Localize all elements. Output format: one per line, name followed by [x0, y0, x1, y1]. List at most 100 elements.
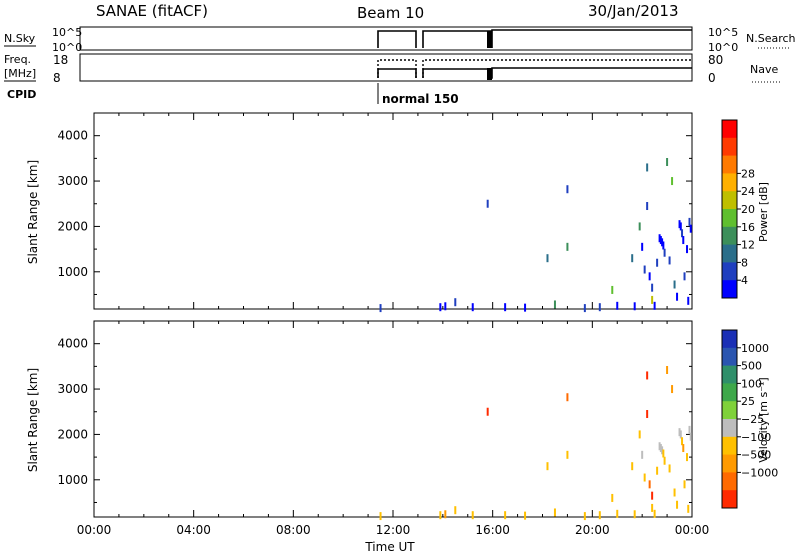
data-point	[646, 371, 649, 380]
data-point	[643, 265, 646, 274]
cpid-mode: normal 150	[382, 92, 459, 106]
colorbar-tick-label: 16	[741, 221, 755, 234]
data-point	[633, 510, 636, 519]
data-point	[583, 304, 586, 313]
colorbar-segment	[722, 472, 737, 491]
data-point	[653, 509, 656, 518]
data-point	[504, 303, 507, 312]
colorbar-segment	[722, 226, 737, 246]
colorbar-segment	[722, 209, 737, 228]
data-point	[638, 222, 641, 231]
freq-trace	[377, 67, 692, 79]
colorbar-segment	[722, 173, 737, 192]
data-point	[643, 473, 646, 482]
colorbar-segment	[722, 244, 737, 263]
velocity-colorbar-label: Velocity [m s⁻¹]	[757, 377, 770, 462]
y-tick-label: 3000	[57, 174, 88, 188]
nave-label: Nave	[750, 63, 778, 76]
data-point	[668, 256, 671, 265]
colorbar-tick-label: 25	[741, 395, 755, 408]
data-point	[681, 229, 684, 238]
colorbar-segment	[722, 383, 737, 402]
data-point	[598, 511, 601, 520]
data-point	[504, 511, 507, 520]
data-point	[679, 430, 682, 439]
data-point	[662, 449, 665, 458]
x-tick-label: 00:00	[77, 523, 112, 537]
data-point	[686, 453, 689, 462]
data-point	[444, 510, 447, 519]
nsky-panel: N.Sky 10^5 10^0 10^5 10^0 N.Search	[4, 26, 796, 54]
data-point	[683, 480, 686, 489]
data-point	[616, 509, 619, 518]
x-tick-label: 20:00	[575, 523, 610, 537]
data-point	[686, 245, 689, 254]
colorbar-segment	[722, 330, 737, 349]
power-panel: 1000 2000 3000 4000 Slant Range [km] 4 8 12 16…	[26, 112, 770, 313]
data-point	[648, 480, 651, 489]
data-point	[661, 238, 664, 247]
freq-label-2: [MHz]	[4, 67, 36, 80]
nave-tick-top: 80	[708, 53, 723, 67]
velocity-plot-frame	[93, 320, 693, 518]
data-point	[631, 254, 634, 263]
data-point	[666, 366, 669, 374]
data-point	[659, 236, 662, 245]
data-point	[689, 224, 692, 233]
data-point	[688, 425, 691, 434]
data-point	[656, 258, 659, 267]
colorbar-tick-label: 24	[741, 185, 755, 198]
data-point	[689, 432, 692, 441]
data-point	[676, 500, 679, 509]
data-point	[651, 503, 654, 512]
colorbar-segment	[722, 490, 737, 509]
station-title: SANAE (fitACF)	[96, 2, 208, 20]
data-point	[444, 302, 447, 311]
data-point	[598, 303, 601, 312]
x-tick-label: 08:00	[276, 523, 311, 537]
data-point	[633, 302, 636, 311]
data-point	[682, 236, 685, 245]
data-point	[546, 462, 549, 471]
data-point	[546, 254, 549, 263]
nsearch-label: N.Search	[746, 32, 796, 45]
nsky-trace	[377, 29, 692, 48]
data-point	[638, 430, 641, 439]
data-point	[688, 217, 691, 226]
data-point	[682, 444, 685, 453]
power-plot-frame	[93, 112, 693, 310]
colorbar-tick-label: 500	[741, 360, 762, 373]
data-point	[524, 511, 527, 520]
data-point	[646, 410, 649, 419]
colorbar-tick-label: 12	[741, 239, 755, 252]
colorbar-segment	[722, 137, 737, 157]
velocity-ylabel: Slant Range [km]	[26, 368, 40, 472]
colorbar-segment	[722, 419, 737, 438]
data-point	[659, 444, 662, 453]
y-tick-label: 2000	[57, 219, 88, 233]
data-point	[631, 462, 634, 471]
colorbar-segment	[722, 347, 737, 367]
y-tick-label: 3000	[57, 382, 88, 396]
data-point	[671, 385, 674, 394]
x-tick-label: 12:00	[376, 523, 411, 537]
colorbar-segment	[722, 454, 737, 473]
data-point	[439, 511, 442, 520]
data-point	[662, 241, 665, 250]
data-point	[611, 493, 614, 502]
date-title: 30/Jan/2013	[588, 2, 679, 20]
data-point	[379, 512, 382, 521]
colorbar-tick-label: 8	[741, 256, 748, 269]
power-ylabel: Slant Range [km]	[26, 160, 40, 264]
data-point	[583, 512, 586, 521]
nsky-right-tick-top: 10^5	[708, 26, 738, 39]
freq-tick-bottom: 8	[53, 71, 61, 85]
data-point	[646, 163, 649, 172]
colorbar-segment	[722, 191, 737, 210]
data-point	[566, 450, 569, 459]
data-point	[678, 220, 681, 229]
cpid-label: CPID	[7, 88, 36, 101]
nave-tick-bottom: 0	[708, 71, 716, 85]
y-tick-label: 1000	[57, 265, 88, 279]
